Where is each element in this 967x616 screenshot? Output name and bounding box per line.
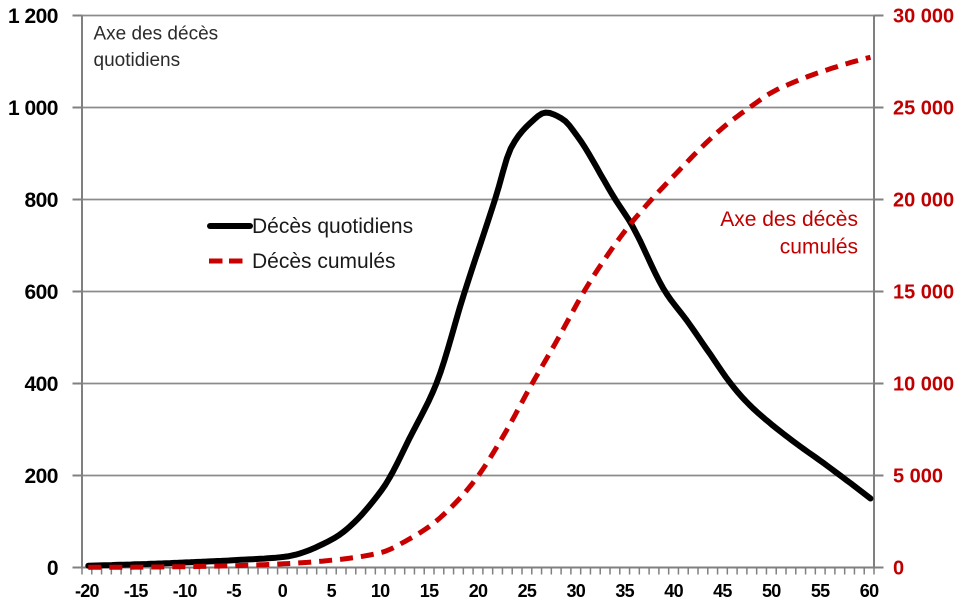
svg-text:35: 35 — [615, 581, 634, 601]
svg-text:25: 25 — [518, 581, 537, 601]
svg-text:15: 15 — [420, 581, 439, 601]
svg-text:-10: -10 — [173, 581, 198, 601]
svg-text:25 000: 25 000 — [893, 98, 954, 120]
svg-text:55: 55 — [811, 581, 830, 601]
svg-text:45: 45 — [713, 581, 732, 601]
svg-text:10: 10 — [371, 581, 390, 601]
svg-text:Décès cumulés: Décès cumulés — [252, 250, 396, 273]
svg-text:Axe des décès: Axe des décès — [720, 208, 858, 231]
svg-text:cumulés: cumulés — [780, 236, 858, 259]
svg-text:1 200: 1 200 — [8, 5, 58, 28]
svg-text:0: 0 — [47, 557, 58, 580]
svg-text:30 000: 30 000 — [893, 6, 954, 28]
svg-text:5: 5 — [327, 581, 337, 601]
svg-text:1 000: 1 000 — [8, 97, 58, 120]
svg-text:400: 400 — [24, 373, 58, 396]
svg-text:600: 600 — [24, 281, 58, 304]
svg-text:0: 0 — [893, 558, 904, 580]
svg-text:5 000: 5 000 — [893, 466, 943, 488]
svg-text:-5: -5 — [226, 581, 241, 601]
svg-text:-15: -15 — [124, 581, 149, 601]
svg-text:20: 20 — [469, 581, 488, 601]
svg-text:30: 30 — [566, 581, 585, 601]
svg-text:60: 60 — [860, 581, 879, 601]
svg-text:0: 0 — [278, 581, 288, 601]
svg-text:-20: -20 — [75, 581, 100, 601]
svg-text:10 000: 10 000 — [893, 374, 954, 396]
svg-text:40: 40 — [664, 581, 683, 601]
svg-text:20 000: 20 000 — [893, 190, 954, 212]
svg-text:quotidiens: quotidiens — [94, 50, 181, 71]
svg-text:15 000: 15 000 — [893, 282, 954, 304]
svg-text:50: 50 — [762, 581, 781, 601]
svg-text:Axe des décès: Axe des décès — [94, 24, 219, 45]
svg-text:800: 800 — [24, 189, 58, 212]
svg-text:200: 200 — [24, 465, 58, 488]
svg-text:Décès quotidiens: Décès quotidiens — [252, 215, 413, 238]
